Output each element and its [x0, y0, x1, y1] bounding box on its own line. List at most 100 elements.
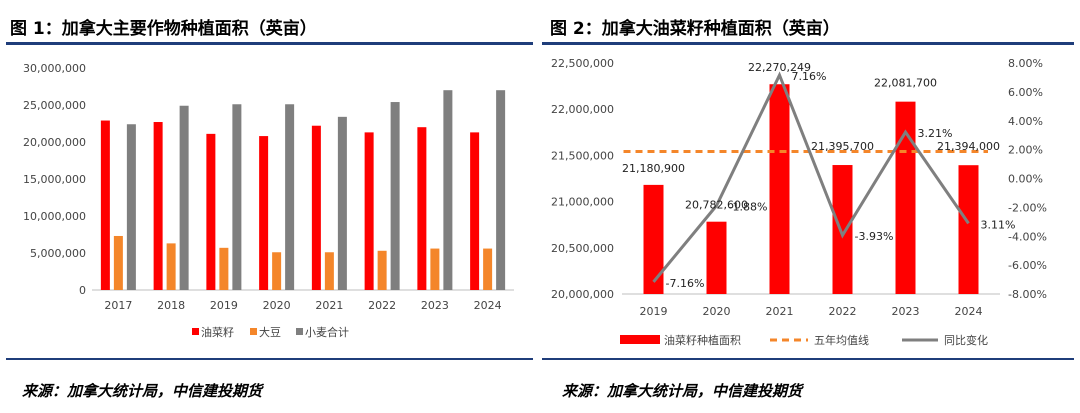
y-right-tick-label: -8.00% [1008, 288, 1047, 301]
bar-大豆-2024 [483, 248, 493, 290]
x-tick-label: 2021 [315, 299, 343, 312]
bar-rapeseed-2020 [706, 221, 727, 294]
bar-油菜籽-2021 [311, 125, 321, 290]
figure-1-top-rule [6, 42, 533, 45]
bar-小麦合计-2021 [337, 116, 347, 290]
x-tick-label: 2024 [474, 299, 502, 312]
y-right-tick-label: 8.00% [1008, 57, 1043, 70]
bar-rapeseed-2023 [895, 101, 916, 295]
y-tick-label: 20,000,000 [23, 136, 86, 149]
x-tick-label: 2018 [157, 299, 185, 312]
y-right-tick-label: 6.00% [1008, 86, 1043, 99]
bar-value-label: 21,394,000 [937, 140, 1000, 153]
y-right-tick-label: 2.00% [1008, 144, 1043, 157]
figure-1-bottom-rule [6, 358, 533, 360]
x-tick-label: 2020 [263, 299, 291, 312]
bar-大豆-2019 [219, 247, 229, 290]
figure-1-panel: 图 1：加拿大主要作物种植面积（英亩） 0 5,000,000 10,000,000… [6, 19, 533, 400]
bar-油菜籽-2023 [417, 127, 427, 290]
bar-rapeseed-2021 [769, 84, 790, 294]
legend-label: 同比变化 [944, 333, 988, 347]
x-tick-label: 2023 [892, 305, 920, 318]
y-tick-label: 10,000,000 [23, 210, 86, 223]
bar-value-label: 22,081,700 [874, 77, 937, 90]
legend-label: 油菜籽种植面积 [664, 333, 741, 347]
bar-油菜籽-2017 [100, 120, 110, 290]
x-tick-label: 2020 [703, 305, 731, 318]
y-left-tick-label: 21,500,000 [551, 149, 614, 162]
yoy-change-line [652, 71, 970, 283]
figure-1-chart: 0 5,000,000 10,000,000 15,000,000 20,000,000… [23, 62, 514, 339]
yoy-value-label: 3.21% [918, 127, 953, 140]
legend-label: 五年均值线 [814, 333, 869, 347]
bar-油菜籽-2020 [259, 136, 269, 290]
bar-大豆-2020 [272, 252, 282, 290]
x-tick-label: 2019 [640, 305, 668, 318]
legend-swatch-油菜籽 [192, 328, 199, 335]
bar-小麦合计-2022 [390, 102, 400, 290]
y-tick-label: 25,000,000 [23, 99, 86, 112]
bar-大豆-2023 [430, 248, 440, 290]
y-right-tick-label: 0.00% [1008, 173, 1043, 186]
y-left-tick-label: 22,000,000 [551, 103, 614, 116]
x-tick-label: 2022 [368, 299, 396, 312]
figure-2-panel: 图 2：加拿大油菜籽种植面积（英亩） 20,000,000 20,500,000 2… [540, 0, 1080, 413]
x-tick-label: 2023 [421, 299, 449, 312]
y-tick-label: 30,000,000 [23, 62, 86, 75]
y-left-tick-label: 20,500,000 [551, 242, 614, 255]
y-right-tick-label: -6.00% [1008, 259, 1047, 272]
y-tick-label: 15,000,000 [23, 173, 86, 186]
y-left-tick-label: 22,500,000 [551, 57, 614, 70]
y-left-tick-label: 21,000,000 [551, 196, 614, 209]
legend-label: 小麦合计 [305, 325, 349, 339]
y-right-tick-label: -2.00% [1008, 201, 1047, 214]
bar-value-label: 22,270,249 [748, 61, 811, 74]
bar-value-label: 21,180,900 [622, 162, 685, 175]
bar-小麦合计-2019 [232, 104, 242, 290]
figure-1-title: 图 1：加拿大主要作物种植面积（英亩） [10, 19, 317, 39]
legend-swatch-小麦合计 [296, 328, 303, 335]
bar-大豆-2017 [113, 235, 123, 290]
legend-swatch-大豆 [250, 328, 257, 335]
figure-2-chart: 20,000,000 20,500,000 21,000,000 21,500,000… [551, 57, 1047, 347]
bar-小麦合计-2018 [179, 105, 189, 291]
legend-label: 油菜籽 [201, 325, 234, 339]
bar-大豆-2018 [166, 243, 176, 290]
figure-2-bottom-rule [542, 358, 1074, 360]
bar-value-label: 20,782,600 [685, 199, 748, 212]
bar-大豆-2021 [324, 252, 334, 290]
yoy-value-label: -3.93% [855, 230, 894, 243]
x-tick-label: 2021 [766, 305, 794, 318]
bar-油菜籽-2022 [364, 132, 374, 290]
bar-rapeseed-2022 [832, 165, 853, 294]
bar-大豆-2022 [377, 250, 387, 290]
x-tick-label: 2022 [829, 305, 857, 318]
legend-swatch-rapeseed [620, 335, 660, 344]
y-tick-label: 5,000,000 [30, 247, 86, 260]
yoy-value-label: 3.11% [981, 218, 1016, 231]
bar-小麦合计-2020 [285, 104, 295, 290]
y-tick-label: 0 [79, 284, 86, 297]
bar-小麦合计-2024 [496, 90, 506, 290]
yoy-value-label: 7.16% [792, 70, 827, 83]
figure-1-source: 来源：加拿大统计局，中信建投期货 [22, 382, 263, 400]
bar-小麦合计-2017 [126, 124, 136, 291]
y-right-tick-label: -4.00% [1008, 230, 1047, 243]
figure-2-top-rule [542, 42, 1074, 45]
x-tick-label: 2024 [955, 305, 983, 318]
bar-油菜籽-2018 [153, 122, 163, 291]
y-right-tick-label: 4.00% [1008, 115, 1043, 128]
legend-label: 大豆 [259, 325, 281, 339]
bar-油菜籽-2019 [206, 133, 216, 290]
bar-rapeseed-2019 [643, 184, 664, 294]
yoy-value-label: -7.16% [666, 277, 705, 290]
figure-2-title: 图 2：加拿大油菜籽种植面积（英亩） [550, 19, 840, 39]
bar-rapeseed-2024 [958, 165, 979, 294]
bar-value-label: 21,395,700 [811, 140, 874, 153]
bar-油菜籽-2024 [470, 132, 480, 290]
x-tick-label: 2019 [210, 299, 238, 312]
yoy-value-label: -1.88% [729, 201, 768, 214]
x-tick-label: 2017 [104, 299, 132, 312]
bar-小麦合计-2023 [443, 90, 453, 290]
y-left-tick-label: 20,000,000 [551, 288, 614, 301]
